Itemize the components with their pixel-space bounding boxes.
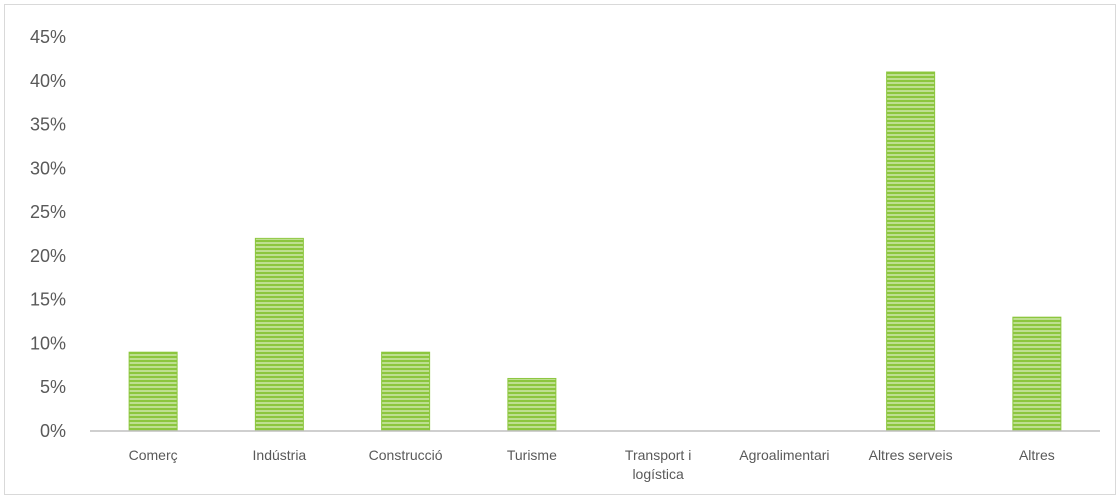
y-tick-label: 45% bbox=[30, 27, 66, 47]
x-category-label-line: Altres serveis bbox=[869, 447, 953, 463]
bars bbox=[128, 71, 1062, 432]
x-category-label: Construcció bbox=[369, 447, 443, 463]
x-category-label-line: Construcció bbox=[369, 447, 443, 463]
x-category-label-line: Altres bbox=[1019, 447, 1055, 463]
y-tick-label: 20% bbox=[30, 246, 66, 266]
bar bbox=[886, 71, 936, 432]
x-category-label: Comerç bbox=[129, 447, 178, 463]
x-category-label: Altres serveis bbox=[869, 447, 953, 463]
bar bbox=[254, 237, 304, 432]
y-axis-ticks: 0% 5% 10% 15% 20% 25% 30% 35% 40% 45% bbox=[30, 27, 66, 441]
x-category-label: Transport i logística bbox=[625, 447, 691, 482]
x-category-label-line: Transport i bbox=[625, 447, 691, 463]
y-tick-label: 5% bbox=[40, 377, 66, 397]
y-tick-label: 40% bbox=[30, 71, 66, 91]
x-axis-labels: Comerç Indústria Construcció Turisme Transpo… bbox=[129, 447, 1055, 482]
x-category-label-line: logística bbox=[632, 466, 684, 482]
bar bbox=[128, 351, 178, 432]
x-category-label-line: Comerç bbox=[129, 447, 178, 463]
x-category-label: Indústria bbox=[253, 447, 307, 463]
y-tick-label: 10% bbox=[30, 333, 66, 353]
y-tick-label: 0% bbox=[40, 421, 66, 441]
x-category-label: Altres bbox=[1019, 447, 1055, 463]
y-tick-label: 25% bbox=[30, 202, 66, 222]
x-category-label-line: Indústria bbox=[253, 447, 307, 463]
x-category-label-line: Turisme bbox=[507, 447, 557, 463]
y-tick-label: 30% bbox=[30, 158, 66, 178]
x-category-label: Turisme bbox=[507, 447, 557, 463]
bar bbox=[1012, 316, 1062, 432]
y-tick-label: 15% bbox=[30, 290, 66, 310]
bar bbox=[507, 377, 557, 432]
bar bbox=[381, 351, 431, 432]
x-category-label: Agroalimentari bbox=[739, 447, 829, 463]
y-tick-label: 35% bbox=[30, 115, 66, 135]
x-category-label-line: Agroalimentari bbox=[739, 447, 829, 463]
